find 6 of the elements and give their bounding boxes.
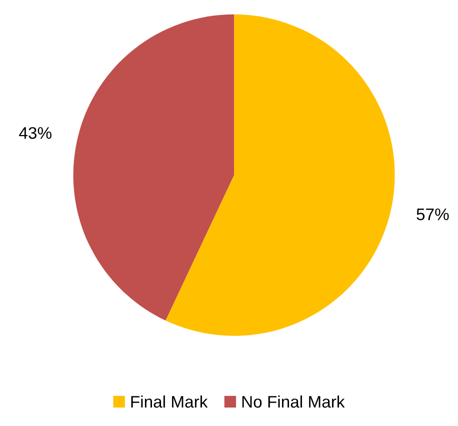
legend-label: Final Mark <box>131 395 208 408</box>
pie-slice <box>166 14 395 336</box>
legend-label: No Final Mark <box>242 395 345 408</box>
data-label: 57% <box>416 208 449 220</box>
data-label: 43% <box>19 127 52 139</box>
pie-slice <box>73 14 234 321</box>
